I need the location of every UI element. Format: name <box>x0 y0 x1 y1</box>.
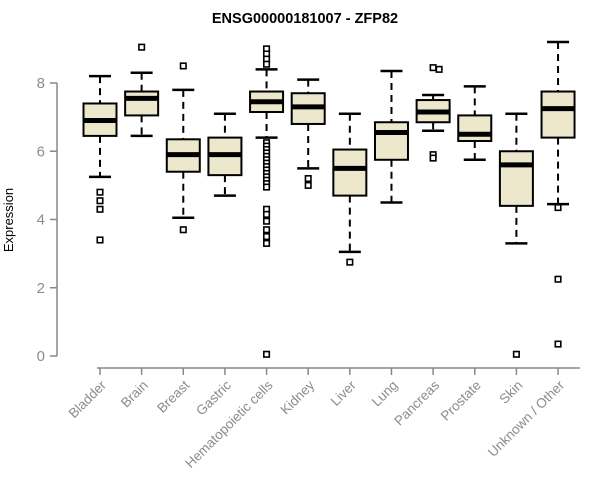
outlier-point <box>179 226 187 234</box>
box-kidney <box>290 78 326 189</box>
outlier-point <box>96 197 104 205</box>
x-tick-label: Brain <box>118 378 151 411</box>
outlier-point <box>304 175 312 183</box>
outlier-point <box>304 181 312 189</box>
outlier-point <box>96 188 104 196</box>
box-unknown-other <box>540 40 576 348</box>
iqr-box <box>124 90 160 117</box>
x-tick-label: Breast <box>154 377 192 415</box>
box-prostate <box>457 85 493 162</box>
outlier-point <box>263 350 271 358</box>
outlier-point <box>429 64 437 72</box>
outlier-point <box>263 183 271 191</box>
y-tick-label: 2 <box>37 280 45 297</box>
outlier-point <box>554 275 562 283</box>
outlier-point <box>263 60 271 68</box>
x-tick-label: Skin <box>496 378 525 407</box>
chart-title: ENSG00000181007 - ZFP82 <box>212 11 398 27</box>
box-liver <box>332 112 368 266</box>
x-tick-label: Kidney <box>278 377 318 417</box>
outlier-point <box>263 233 271 241</box>
x-tick-label: Bladder <box>66 377 110 421</box>
x-tick-label: Unknown / Other <box>485 377 568 460</box>
outlier-point <box>346 258 354 266</box>
box-hematopoietic-cells <box>249 45 285 358</box>
outlier-point <box>179 62 187 70</box>
outlier-point <box>512 350 520 358</box>
x-tick-label: Lung <box>369 378 401 410</box>
y-tick-label: 4 <box>37 212 45 229</box>
x-tick-label: Pancreas <box>391 377 442 428</box>
box-skin <box>498 112 534 358</box>
box-breast <box>165 62 201 234</box>
outlier-point <box>554 340 562 348</box>
box-gastric <box>207 112 243 197</box>
outlier-point <box>263 239 271 247</box>
x-tick-label: Gastric <box>193 377 234 418</box>
outlier-point <box>263 226 271 234</box>
outlier-point <box>263 210 271 218</box>
iqr-box <box>540 90 576 139</box>
outlier-point <box>429 154 437 162</box>
outlier-point <box>435 65 443 73</box>
y-tick-label: 8 <box>37 75 45 92</box>
iqr-box <box>498 150 534 207</box>
box-lung <box>373 69 409 204</box>
outlier-point <box>96 205 104 213</box>
outlier-point <box>138 43 146 51</box>
box-bladder <box>82 74 118 244</box>
outlier-point <box>263 217 271 225</box>
iqr-box <box>373 121 409 161</box>
outlier-point <box>96 236 104 244</box>
box-brain <box>124 43 160 138</box>
y-tick-label: 0 <box>37 348 45 365</box>
x-tick-label: Liver <box>328 377 360 409</box>
x-tick-label: Prostate <box>438 378 484 424</box>
outlier-point <box>554 204 562 212</box>
y-axis-label: Expression <box>1 188 16 252</box>
iqr-box <box>332 148 368 197</box>
iqr-box <box>457 114 493 143</box>
box-pancreas <box>415 64 451 162</box>
y-tick-label: 6 <box>37 143 45 160</box>
box-series <box>82 40 576 358</box>
